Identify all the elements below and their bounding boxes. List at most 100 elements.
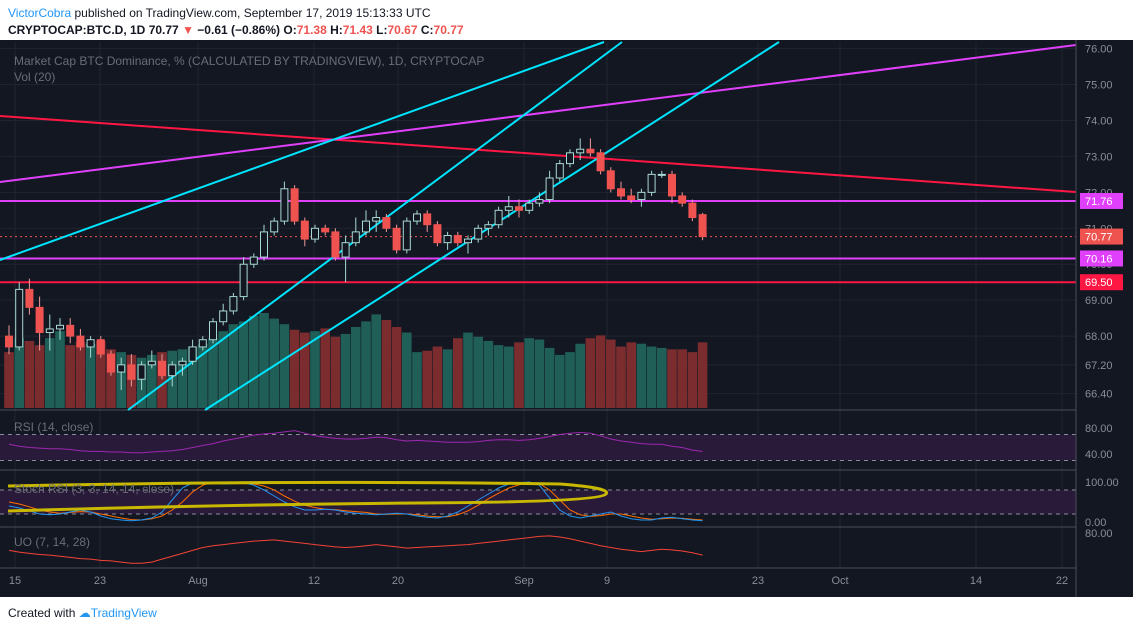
volume-bar <box>238 321 249 408</box>
volume-bar <box>361 321 371 408</box>
stoch-tick-label: 100.00 <box>1085 477 1119 489</box>
price-tick-label: 73.00 <box>1085 151 1113 163</box>
volume-bar <box>646 346 657 408</box>
candle-body <box>474 227 483 240</box>
candle-body <box>657 173 666 176</box>
candle-body <box>555 163 564 179</box>
candle-body <box>168 364 177 377</box>
price-change: −0.61 (−0.86%) <box>197 23 281 37</box>
price-label-box <box>1080 250 1123 267</box>
volume-bar <box>667 349 677 408</box>
publish-header: VictorCobra published on TradingView.com… <box>8 6 431 20</box>
candle-body <box>239 263 248 298</box>
volume-bar <box>595 335 606 408</box>
created-with: Created with <box>8 606 76 620</box>
x-tick-label: 22 <box>1056 575 1068 587</box>
candle-body <box>464 238 472 244</box>
author-link[interactable]: VictorCobra <box>8 6 72 20</box>
volume-bar <box>340 333 351 408</box>
trend-line <box>127 41 623 411</box>
close-value: 70.77 <box>433 23 464 37</box>
close-label: C: <box>420 23 434 37</box>
volume-bar <box>24 340 35 408</box>
price-tick-label: 66.40 <box>1085 389 1113 401</box>
price-tick-label: 76.00 <box>1085 44 1113 56</box>
candle-body <box>678 195 687 204</box>
candle-body <box>107 353 115 373</box>
candle-body <box>229 296 238 312</box>
volume-bar <box>208 338 218 408</box>
candle-body <box>382 217 391 229</box>
volume-bar <box>636 343 647 408</box>
candle-body <box>586 148 595 154</box>
down-arrow-icon: ▼ <box>182 23 194 37</box>
volume-bar <box>432 346 443 408</box>
candle-body <box>341 242 350 258</box>
candle-body <box>576 148 585 154</box>
volume-bar <box>473 336 483 408</box>
volume-bar <box>626 342 636 408</box>
candle-body <box>617 188 625 197</box>
candles <box>5 138 707 391</box>
volume-bar <box>289 329 300 408</box>
candle-body <box>668 173 676 197</box>
volume-bar <box>565 352 575 408</box>
candle-body <box>637 191 646 201</box>
x-tick-label: 12 <box>308 575 320 587</box>
candle-body <box>596 152 605 172</box>
candle-body <box>535 199 544 204</box>
candle-body <box>178 360 187 366</box>
tradingview-link[interactable]: TradingView <box>90 606 157 620</box>
rsi-tick-label: 80.00 <box>1085 423 1113 435</box>
volume-bar <box>228 324 239 408</box>
candle-body <box>433 224 442 244</box>
volume-bar <box>75 342 86 408</box>
volume-bar <box>422 350 432 408</box>
volume-bar <box>371 314 381 408</box>
volume-bar <box>279 324 290 408</box>
x-tick-label: 23 <box>752 575 764 587</box>
rsi-line <box>8 430 703 454</box>
candle-body <box>453 234 462 244</box>
price-axis: 76.0075.0074.0073.0072.0071.0070.0069.00… <box>9 40 1123 597</box>
candle-body <box>331 231 340 258</box>
price-label: 70.16 <box>1085 253 1113 265</box>
volume-bar <box>330 336 341 408</box>
candle-body <box>45 328 54 334</box>
candle-body <box>219 310 228 323</box>
volume-bar <box>585 338 596 408</box>
rsi-tick-label: 40.00 <box>1085 449 1113 461</box>
volume-bar <box>463 332 473 408</box>
volume-bar <box>524 338 534 408</box>
uo-label: UO (7, 14, 28) <box>14 535 90 549</box>
volume-bar <box>14 338 24 408</box>
candle-body <box>158 360 166 377</box>
volume-bar <box>402 332 412 408</box>
candle-body <box>56 324 64 330</box>
candle-body <box>35 306 44 334</box>
volume-bar <box>198 343 208 408</box>
open-label: O: <box>283 23 297 37</box>
volume-bar <box>453 338 463 408</box>
price-label-box <box>1080 228 1123 245</box>
candle-body <box>66 324 75 337</box>
stoch-rsi-label: Stoch RSI (3, 3, 14, 14, close) <box>14 482 174 496</box>
trend-line <box>0 41 605 261</box>
candle-body <box>402 220 411 251</box>
volume-bar <box>269 318 279 408</box>
x-tick-label: 14 <box>970 575 982 587</box>
candle-body <box>362 220 370 233</box>
footer: Created with ☁TradingView <box>8 606 157 620</box>
low-value: 70.67 <box>387 23 418 37</box>
price-label: 69.50 <box>1085 277 1113 289</box>
candle-body <box>147 360 156 366</box>
volume-bar <box>483 340 494 408</box>
stoch-d-line <box>8 481 703 521</box>
candle-body <box>249 256 258 265</box>
candle-body <box>647 173 656 193</box>
low-label: L: <box>376 23 388 37</box>
candle-body <box>5 335 13 348</box>
volume-bar <box>687 352 698 408</box>
candle-body <box>504 206 513 211</box>
